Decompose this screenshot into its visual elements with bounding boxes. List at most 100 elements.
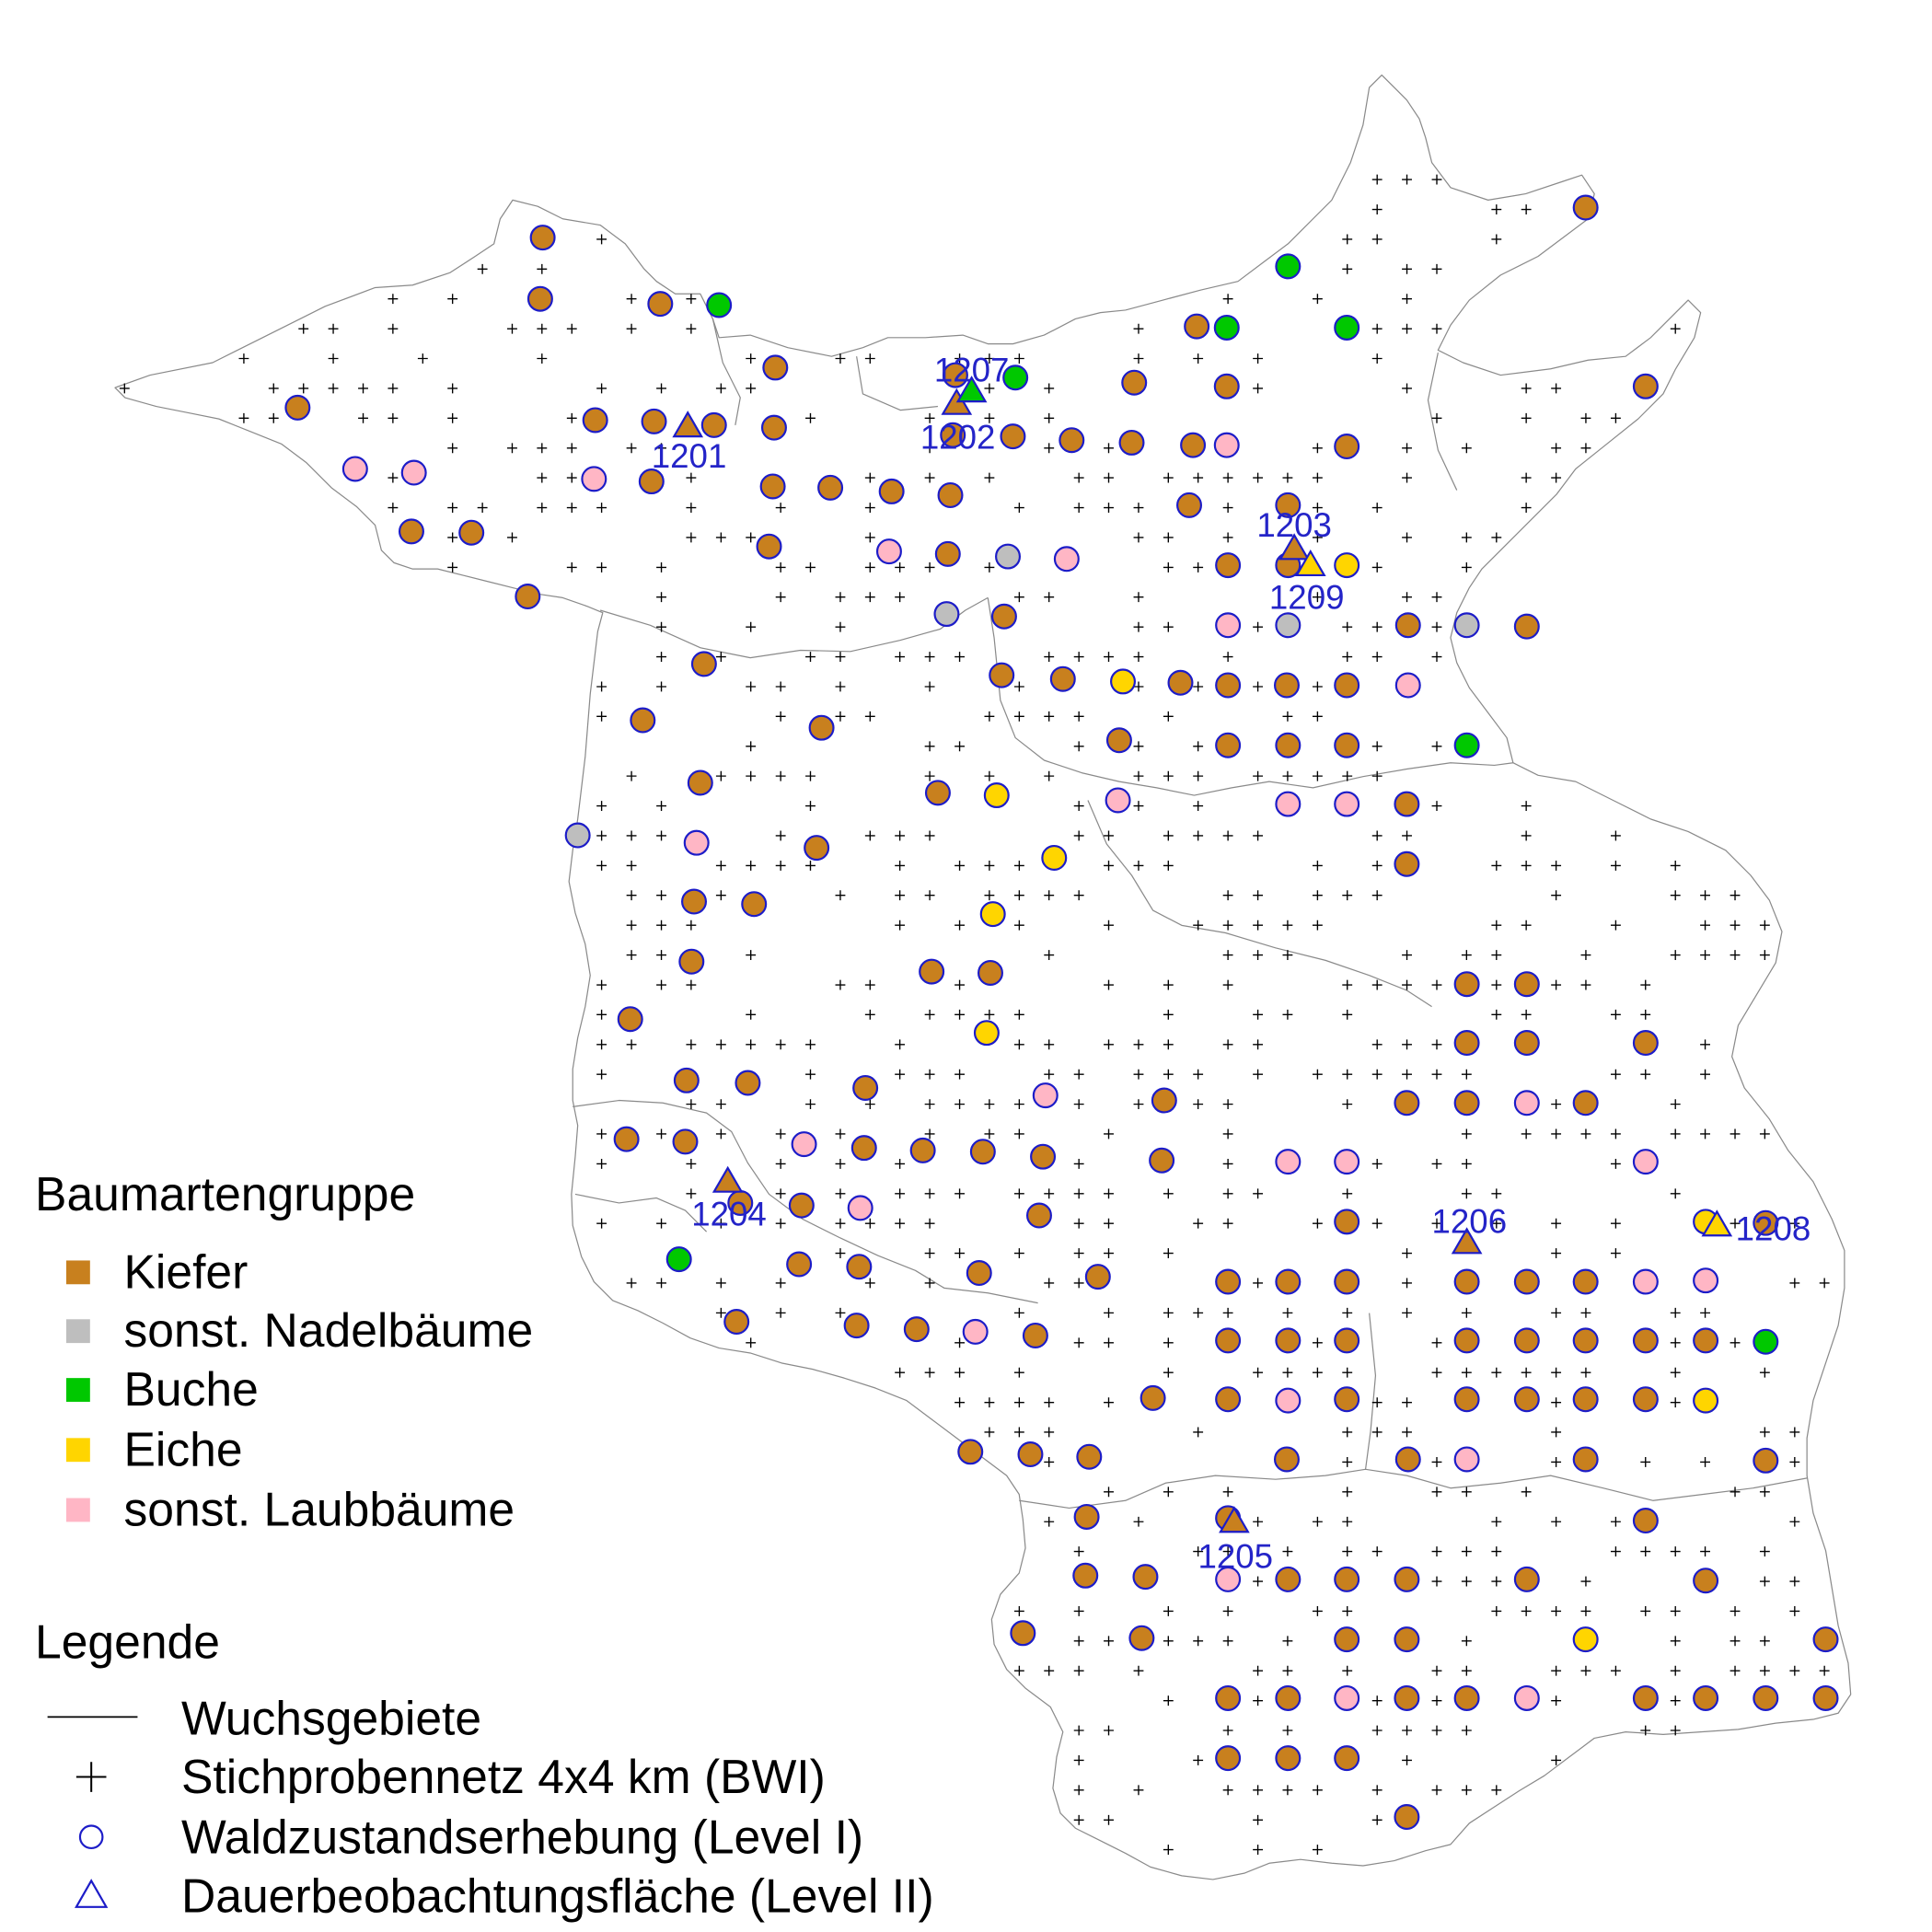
- level1-plot-marker: [977, 959, 1003, 986]
- grid-plus: [1521, 472, 1532, 483]
- level2-plot-label: 1209: [1269, 579, 1345, 617]
- grid-plus: [1551, 860, 1562, 871]
- grid-plus: [1193, 801, 1204, 812]
- grid-plus: [1104, 1039, 1114, 1050]
- grid-plus: [1253, 920, 1264, 931]
- grid-plus: [1491, 1188, 1502, 1199]
- grid-plus: [1461, 1487, 1472, 1498]
- level1-plot-marker: [613, 1126, 640, 1152]
- grid-plus: [1402, 443, 1412, 454]
- level1-plot-marker: [1334, 732, 1360, 758]
- grid-plus: [626, 920, 637, 931]
- grid-plus: [1044, 412, 1055, 423]
- grid-plus: [1073, 1725, 1084, 1736]
- grid-plus: [954, 860, 966, 871]
- level1-plot-marker: [1334, 1745, 1360, 1772]
- grid-plus: [1222, 472, 1233, 483]
- grid-plus: [1013, 860, 1024, 871]
- grid-plus: [328, 323, 339, 334]
- grid-plus: [1371, 503, 1382, 514]
- level1-plot-marker: [1394, 672, 1421, 699]
- grid-plus: [1104, 503, 1114, 514]
- level1-plot-marker: [1394, 850, 1420, 877]
- grid-plus: [1431, 652, 1442, 662]
- grid-plus: [1044, 652, 1055, 662]
- grid-plus: [895, 561, 906, 573]
- level1-plot-marker: [1453, 1030, 1480, 1057]
- grid-plus: [1551, 1665, 1562, 1676]
- grid-plus: [1610, 1069, 1621, 1080]
- grid-plus: [895, 1188, 906, 1199]
- grid-plus: [984, 1128, 995, 1140]
- wuchsgebiet-boundary: [1087, 800, 1432, 1008]
- grid-plus: [715, 1278, 726, 1289]
- grid-plus: [596, 383, 607, 394]
- grid-plus: [1104, 1487, 1114, 1498]
- grid-plus: [1551, 1218, 1562, 1229]
- level1-plot-marker: [1275, 612, 1301, 639]
- grid-plus: [984, 353, 995, 364]
- grid-plus: [1104, 472, 1114, 483]
- grid-plus: [1491, 1516, 1502, 1527]
- eiche-swatch: [66, 1438, 90, 1463]
- grid-plus: [1610, 1665, 1621, 1676]
- grid-plus: [1073, 1814, 1084, 1825]
- grid-plus: [746, 770, 757, 781]
- level1-plot-marker: [875, 538, 902, 565]
- grid-plus: [1222, 1307, 1233, 1318]
- grid-plus: [1133, 1665, 1144, 1676]
- level1-plot-marker: [1632, 1386, 1659, 1413]
- species-legend-label: Eiche: [123, 1422, 242, 1475]
- grid-plus: [1371, 1397, 1382, 1408]
- grid-plus: [447, 412, 458, 423]
- grid-plus: [984, 561, 995, 573]
- wuchsgebiet-boundary: [1427, 352, 1458, 491]
- grid-plus: [1491, 1367, 1502, 1378]
- grid-plus: [1610, 1546, 1621, 1557]
- grid-plus: [1013, 503, 1024, 514]
- grid-plus: [1073, 1755, 1084, 1765]
- grid-plus: [924, 830, 935, 841]
- grid-plus: [1551, 1307, 1562, 1318]
- level1-plot-marker: [1073, 1503, 1100, 1530]
- grid-plus: [1640, 1457, 1651, 1467]
- level1-plots: [284, 194, 1839, 1831]
- grid-plus: [1819, 1278, 1830, 1289]
- grid-plus: [864, 472, 875, 483]
- grid-plus: [447, 294, 458, 305]
- grid-plus: [924, 412, 935, 423]
- grid-plus: [1222, 920, 1233, 931]
- grid-plus: [835, 353, 846, 364]
- grid-plus: [924, 1218, 935, 1229]
- grid-plus: [1222, 503, 1233, 514]
- grid-plus: [626, 770, 637, 781]
- grid-plus: [1759, 1546, 1770, 1557]
- grid-plus: [1253, 1695, 1264, 1706]
- grid-plus: [775, 681, 786, 692]
- level2-plot-label: 1204: [691, 1195, 767, 1232]
- grid-plus: [895, 890, 906, 901]
- grid-plus: [1521, 412, 1532, 423]
- grid-plus: [1371, 890, 1382, 901]
- level1-plot-marker: [1334, 672, 1360, 699]
- grid-plus: [805, 860, 816, 871]
- grid-plus: [715, 1218, 726, 1229]
- grid-plus: [1431, 1665, 1442, 1676]
- grid-plus: [328, 353, 339, 364]
- grid-plus: [954, 1248, 966, 1258]
- grid-plus: [1342, 1099, 1353, 1110]
- grid-plus: [1431, 1337, 1442, 1348]
- grid-plus: [1013, 1188, 1024, 1199]
- grid-plus: [1222, 652, 1233, 662]
- level1-plot-marker: [1275, 1684, 1301, 1711]
- grid-plus: [596, 1039, 607, 1050]
- grid-plus: [924, 443, 935, 454]
- level1-plot-marker: [1453, 1090, 1480, 1116]
- grid-plus: [924, 1367, 935, 1378]
- grid-plus: [1431, 323, 1442, 334]
- level1-plot-marker: [458, 519, 485, 546]
- level1-plot-marker: [969, 1139, 996, 1165]
- grid-plus: [775, 1128, 786, 1140]
- level1-plot-marker: [1275, 1268, 1301, 1295]
- grid-plus: [1371, 561, 1382, 573]
